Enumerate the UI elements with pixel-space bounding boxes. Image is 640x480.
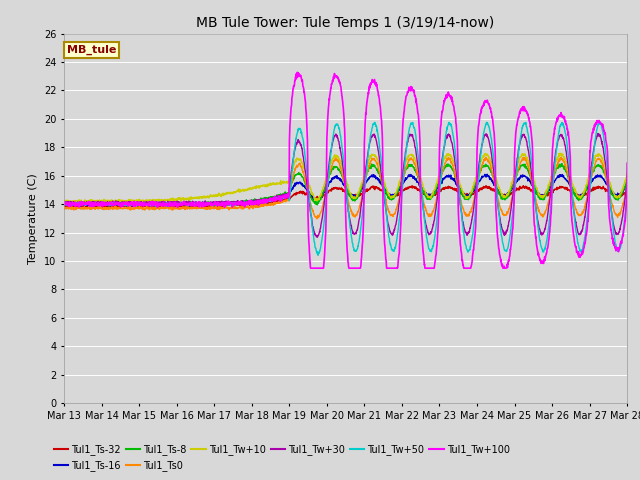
Tul1_Tw+30: [504, 224, 511, 230]
Tul1_Tw+50: [334, 122, 342, 128]
Tul1_Tw+50: [60, 203, 68, 208]
Tul1_Ts-8: [607, 190, 615, 196]
Tul1_Ts-32: [607, 191, 615, 197]
Tul1_Ts-8: [96, 203, 104, 208]
Line: Tul1_Tw+10: Tul1_Tw+10: [64, 153, 627, 203]
Tul1_Ts-32: [89, 203, 97, 208]
Tul1_Ts-16: [607, 187, 615, 193]
Tul1_Ts-8: [319, 190, 327, 195]
Tul1_Ts-8: [504, 192, 511, 198]
Tul1_Tw+100: [89, 204, 97, 209]
Tul1_Ts-16: [319, 190, 327, 195]
Tul1_Tw+10: [607, 183, 615, 189]
Tul1_Ts-16: [334, 175, 342, 181]
Tul1_Ts0: [607, 197, 615, 203]
Tul1_Ts-16: [623, 181, 631, 187]
Line: Tul1_Ts-16: Tul1_Ts-16: [64, 174, 627, 206]
Line: Tul1_Tw+100: Tul1_Tw+100: [64, 72, 627, 268]
Tul1_Ts-32: [482, 183, 490, 189]
Line: Tul1_Tw+50: Tul1_Tw+50: [64, 122, 627, 255]
Tul1_Ts0: [557, 154, 565, 160]
Line: Tul1_Ts-32: Tul1_Ts-32: [64, 186, 627, 208]
Tul1_Tw+10: [60, 198, 68, 204]
Tul1_Ts0: [504, 211, 511, 216]
Tul1_Ts-16: [60, 201, 68, 207]
Tul1_Tw+30: [594, 131, 602, 136]
Tul1_Tw+30: [319, 208, 327, 214]
Tul1_Ts0: [89, 205, 97, 211]
Line: Tul1_Ts-8: Tul1_Ts-8: [64, 164, 627, 205]
Tul1_Tw+50: [623, 191, 631, 196]
Tul1_Ts-16: [89, 201, 97, 206]
Tul1_Tw+50: [607, 207, 615, 213]
Line: Tul1_Tw+30: Tul1_Tw+30: [64, 133, 627, 237]
Line: Tul1_Ts0: Tul1_Ts0: [64, 157, 627, 219]
Tul1_Tw+50: [319, 228, 327, 234]
Tul1_Ts0: [623, 182, 631, 188]
Tul1_Tw+10: [607, 186, 615, 192]
Tul1_Ts-16: [607, 188, 615, 194]
Tul1_Ts-32: [319, 192, 327, 198]
Tul1_Ts-8: [334, 167, 342, 173]
Tul1_Tw+30: [334, 137, 342, 143]
Tul1_Ts0: [313, 216, 321, 222]
Tul1_Tw+10: [319, 185, 327, 191]
Tul1_Ts-8: [607, 191, 615, 196]
Tul1_Tw+100: [307, 265, 314, 271]
Tul1_Tw+10: [504, 192, 511, 197]
Tul1_Tw+50: [504, 244, 512, 250]
Tul1_Ts-32: [168, 205, 176, 211]
Text: MB_tule: MB_tule: [67, 45, 116, 55]
Tul1_Ts0: [319, 200, 327, 206]
Y-axis label: Temperature (C): Temperature (C): [28, 173, 38, 264]
Tul1_Ts-32: [623, 189, 631, 194]
Tul1_Ts-32: [504, 192, 512, 198]
Tul1_Tw+100: [504, 262, 512, 267]
Tul1_Tw+100: [60, 200, 68, 206]
Tul1_Ts-16: [504, 190, 512, 195]
Tul1_Tw+10: [334, 154, 342, 159]
Tul1_Ts-8: [89, 201, 97, 206]
Tul1_Ts-8: [558, 161, 566, 167]
Tul1_Ts0: [60, 206, 68, 212]
Tul1_Tw+30: [623, 177, 631, 183]
Tul1_Ts-8: [60, 200, 68, 206]
Tul1_Tw+30: [607, 207, 615, 213]
Tul1_Ts-16: [77, 204, 84, 209]
Tul1_Tw+10: [623, 172, 631, 178]
Title: MB Tule Tower: Tule Temps 1 (3/19/14-now): MB Tule Tower: Tule Temps 1 (3/19/14-now…: [196, 16, 495, 30]
Tul1_Ts0: [607, 199, 615, 205]
Tul1_Ts-32: [60, 202, 68, 207]
Tul1_Ts-32: [334, 186, 342, 192]
Tul1_Tw+50: [314, 252, 322, 258]
Tul1_Ts-16: [483, 171, 491, 177]
Tul1_Tw+100: [607, 227, 615, 232]
Tul1_Tw+50: [483, 120, 491, 125]
Tul1_Tw+30: [607, 209, 615, 215]
Tul1_Ts-8: [623, 175, 631, 181]
Tul1_Tw+10: [557, 150, 565, 156]
Tul1_Ts0: [334, 159, 342, 165]
Tul1_Tw+100: [335, 76, 342, 82]
Tul1_Tw+50: [607, 209, 615, 215]
Tul1_Tw+30: [89, 199, 97, 204]
Tul1_Ts-32: [607, 190, 615, 196]
Tul1_Tw+30: [314, 234, 321, 240]
Tul1_Tw+100: [294, 70, 301, 75]
Tul1_Tw+100: [623, 160, 631, 166]
Tul1_Tw+10: [89, 198, 97, 204]
Tul1_Tw+100: [607, 229, 615, 235]
Tul1_Tw+30: [60, 200, 68, 206]
Legend: Tul1_Ts-32, Tul1_Ts-16, Tul1_Ts-8, Tul1_Ts0, Tul1_Tw+10, Tul1_Tw+30, Tul1_Tw+50,: Tul1_Ts-32, Tul1_Ts-16, Tul1_Ts-8, Tul1_…: [50, 441, 513, 475]
Tul1_Tw+50: [89, 202, 97, 207]
Tul1_Tw+10: [80, 200, 88, 206]
Tul1_Tw+100: [319, 265, 327, 271]
